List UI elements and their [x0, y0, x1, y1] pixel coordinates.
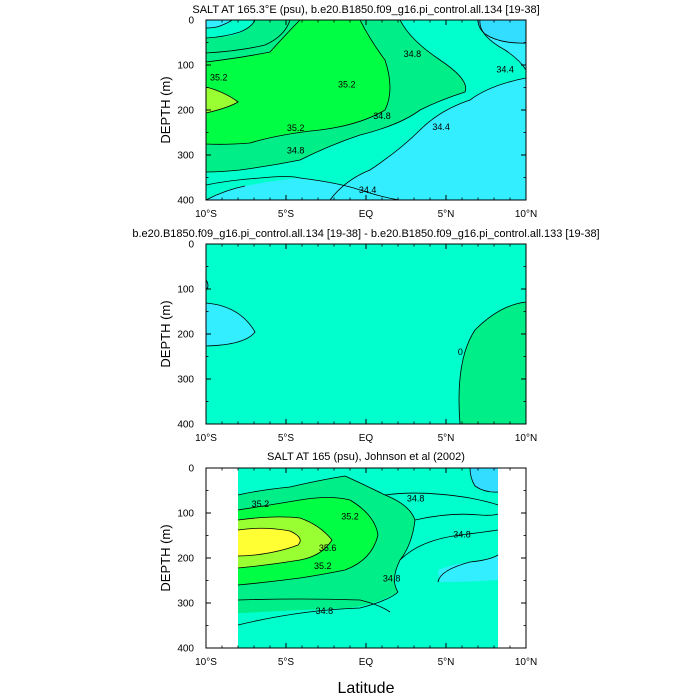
- y-tick-label: 400: [177, 420, 194, 431]
- y-tick-label: 0: [188, 464, 194, 475]
- y-tick-label: 300: [177, 375, 194, 386]
- panel-3-contour-labels: 34.8 35.2 35.2 34.8 35.6 35.2 34.8 34.8: [252, 494, 471, 616]
- y-axis-title: DEPTH (m): [158, 524, 173, 591]
- y-axis-title: DEPTH (m): [158, 76, 173, 143]
- x-tick-label: 5°S: [278, 433, 295, 444]
- panel-3-contour-lines: [237, 468, 499, 626]
- y-axis-title: DEPTH (m): [158, 300, 173, 367]
- panel-1-contour-labels: 34.8 34.4 35.2 35.2 34.8 34.4 35.2 34.8 34.4: [210, 49, 514, 195]
- x-tick-label: 5°N: [438, 433, 455, 444]
- contour-label: 34.8: [287, 146, 305, 156]
- y-tick-label: 100: [177, 509, 194, 520]
- y-tick-label: 400: [177, 196, 194, 207]
- contour-label: 35.6: [319, 543, 337, 553]
- contour-label: 35.2: [341, 512, 359, 522]
- x-tick-label: EQ: [359, 657, 374, 668]
- panel-3-contour-fill: [238, 468, 498, 648]
- x-tick-label: 10°S: [195, 657, 217, 668]
- x-tick-label: 10°N: [515, 433, 537, 444]
- contour-label: 34.8: [316, 606, 334, 616]
- contour-label: 34.8: [373, 111, 391, 121]
- panel-2: b.e20.B1850.f09_g16.pi_control.all.134 […: [132, 228, 600, 425]
- contour-label: 35.2: [252, 499, 270, 509]
- y-tick-label: 400: [177, 644, 194, 655]
- x-tick-label: 5°N: [438, 209, 455, 220]
- contour-label: 34.4: [432, 122, 450, 132]
- y-tick-label: 100: [177, 285, 194, 296]
- x-tick-label: 5°S: [278, 209, 295, 220]
- contour-label: 34.8: [407, 494, 425, 504]
- panel-1: SALT AT 165.3°E (psu), b.e20.B1850.f09_g…: [192, 4, 540, 201]
- panel-1-contour-lines: [206, 20, 526, 200]
- contour-label: 34.8: [404, 49, 422, 59]
- contour-label: 34.8: [383, 573, 401, 583]
- panel-2-title: b.e20.B1850.f09_g16.pi_control.all.134 […: [132, 228, 599, 240]
- panel-1-contour-fill: [206, 20, 526, 200]
- axes: 10°S 5°S EQ 5°N 10°N 0 100 200 300 400 DEPTH (m) 10…: [158, 16, 537, 669]
- x-axis-title: Latitude: [338, 680, 395, 697]
- y-tick-label: 100: [177, 61, 194, 72]
- x-tick-label: EQ: [359, 433, 374, 444]
- y-tick-label: 200: [177, 554, 194, 565]
- y-tick-label: 300: [177, 151, 194, 162]
- contour-label: 34.8: [453, 530, 471, 540]
- x-tick-label: 5°S: [278, 657, 295, 668]
- panel-2-contour-labels: 0: [458, 347, 463, 357]
- x-tick-label: 10°N: [515, 209, 537, 220]
- y-tick-label: 200: [177, 106, 194, 117]
- contour-label: 34.4: [496, 65, 514, 75]
- contour-label: 35.2: [314, 561, 332, 571]
- contour-label: 34.4: [359, 185, 377, 195]
- contour-label: 35.2: [338, 79, 356, 89]
- contour-label: 35.2: [287, 123, 305, 133]
- panel-3: SALT AT 165 (psu), Johnson et al (2002): [205, 451, 527, 649]
- y-tick-label: 200: [177, 330, 194, 341]
- x-tick-label: 10°S: [195, 209, 217, 220]
- x-tick-label: 10°S: [195, 433, 217, 444]
- panel-2-contour-fill: [206, 244, 526, 424]
- contour-label: 35.2: [210, 73, 228, 83]
- x-tick-label: 10°N: [515, 657, 537, 668]
- y-tick-label: 300: [177, 599, 194, 610]
- x-tick-label: EQ: [359, 209, 374, 220]
- x-tick-label: 5°N: [438, 657, 455, 668]
- panel-3-title: SALT AT 165 (psu), Johnson et al (2002): [267, 451, 465, 463]
- panel-1-title: SALT AT 165.3°E (psu), b.e20.B1850.f09_g…: [192, 4, 539, 16]
- y-tick-label: 0: [188, 16, 194, 27]
- contour-label: 0: [458, 347, 463, 357]
- y-tick-label: 0: [188, 240, 194, 251]
